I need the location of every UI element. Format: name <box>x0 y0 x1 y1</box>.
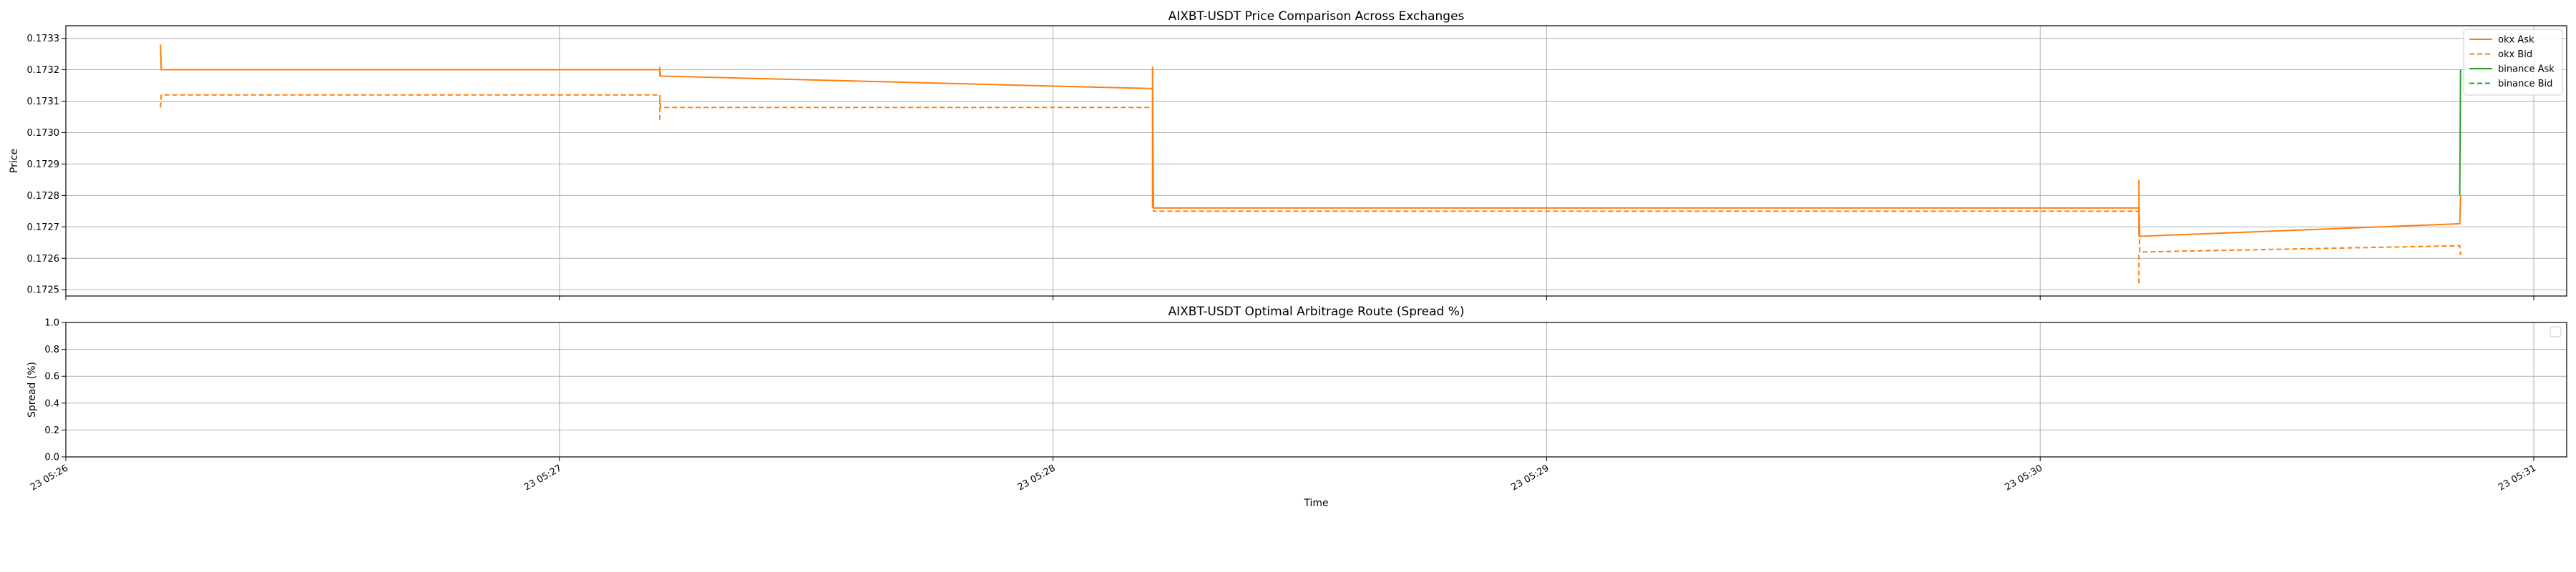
x-axis-label: Time <box>1303 498 1328 509</box>
spread-y-tick-label: 0.8 <box>44 345 59 355</box>
spread-y-tick-label: 0.6 <box>44 372 59 383</box>
spread-chart-title: AIXBT-USDT Optimal Arbitrage Route (Spre… <box>1169 305 1465 319</box>
price-y-tick-label: 0.1733 <box>27 34 60 44</box>
x-tick-label: 23 05:30 <box>2003 463 2044 493</box>
price-y-tick-label: 0.1732 <box>27 65 60 76</box>
legend-label-okx-ask: okx Ask <box>2498 35 2534 46</box>
spread-y-tick-label: 0.4 <box>44 398 59 409</box>
price-y-tick-label: 0.1727 <box>27 222 60 233</box>
price-y-tick-label: 0.1728 <box>27 191 60 202</box>
x-tick-label: 23 05:31 <box>2497 463 2538 493</box>
spread-plot-background <box>66 322 2567 457</box>
price-legend: okx Ask okx Bid binance Ask binance Bid <box>2463 29 2563 96</box>
legend-label-binance-ask: binance Ask <box>2498 64 2555 75</box>
spread-plot-frame <box>65 322 2567 458</box>
x-tick-label: 23 05:27 <box>522 463 564 493</box>
spread-empty-legend <box>2550 326 2562 337</box>
price-y-tick-label: 0.1731 <box>27 97 60 107</box>
price-y-ticks: 0.1725 0.1726 0.1727 0.1728 0.1729 0.1730 0.17… <box>27 34 66 296</box>
price-y-tick-label: 0.1726 <box>27 254 60 265</box>
price-series <box>160 44 2462 284</box>
price-y-tick-label: 0.1725 <box>27 285 60 296</box>
x-tick-label: 23 05:29 <box>1510 463 1551 493</box>
x-tick-label: 23 05:28 <box>1016 463 1058 493</box>
spread-y-tick-label: 0.2 <box>44 425 59 436</box>
spread-y-tick-label: 0.0 <box>44 453 59 463</box>
spread-y-tick-label: 1.0 <box>44 318 59 329</box>
x-tick-label: 23 05:26 <box>29 463 70 493</box>
legend-frame <box>2463 29 2563 96</box>
legend-label-binance-bid: binance Bid <box>2498 79 2552 89</box>
spread-y-axis-label: Spread (%) <box>26 362 38 418</box>
price-chart-title: AIXBT-USDT Price Comparison Across Excha… <box>1169 9 1465 24</box>
price-y-tick-label: 0.1729 <box>27 159 60 170</box>
spread-y-ticks: 0.0 0.2 0.4 0.6 0.8 1.0 <box>44 318 66 463</box>
price-plot-background <box>66 26 2567 296</box>
price-x-ticks <box>65 296 2534 300</box>
price-panel: 0.1725 0.1726 0.1727 0.1728 0.1729 0.1730 0.17… <box>9 9 2567 300</box>
price-y-axis-label: Price <box>9 149 20 173</box>
price-grid <box>65 26 2567 296</box>
legend-entries: okx Ask okx Bid binance Ask binance Bid <box>2469 35 2555 89</box>
spread-x-ticks: 23 05:26 23 05:27 23 05:28 23 05:29 23 05:30… <box>29 457 2538 493</box>
legend-label-okx-bid: okx Bid <box>2498 49 2532 60</box>
price-plot-frame <box>65 25 2567 297</box>
spread-panel: 0.00.20.40.60.81.0 23 05:26 23 05:27 23 05… <box>26 305 2567 509</box>
price-y-tick-label: 0.1730 <box>27 128 60 139</box>
series-line-binance-ask <box>2459 69 2462 196</box>
